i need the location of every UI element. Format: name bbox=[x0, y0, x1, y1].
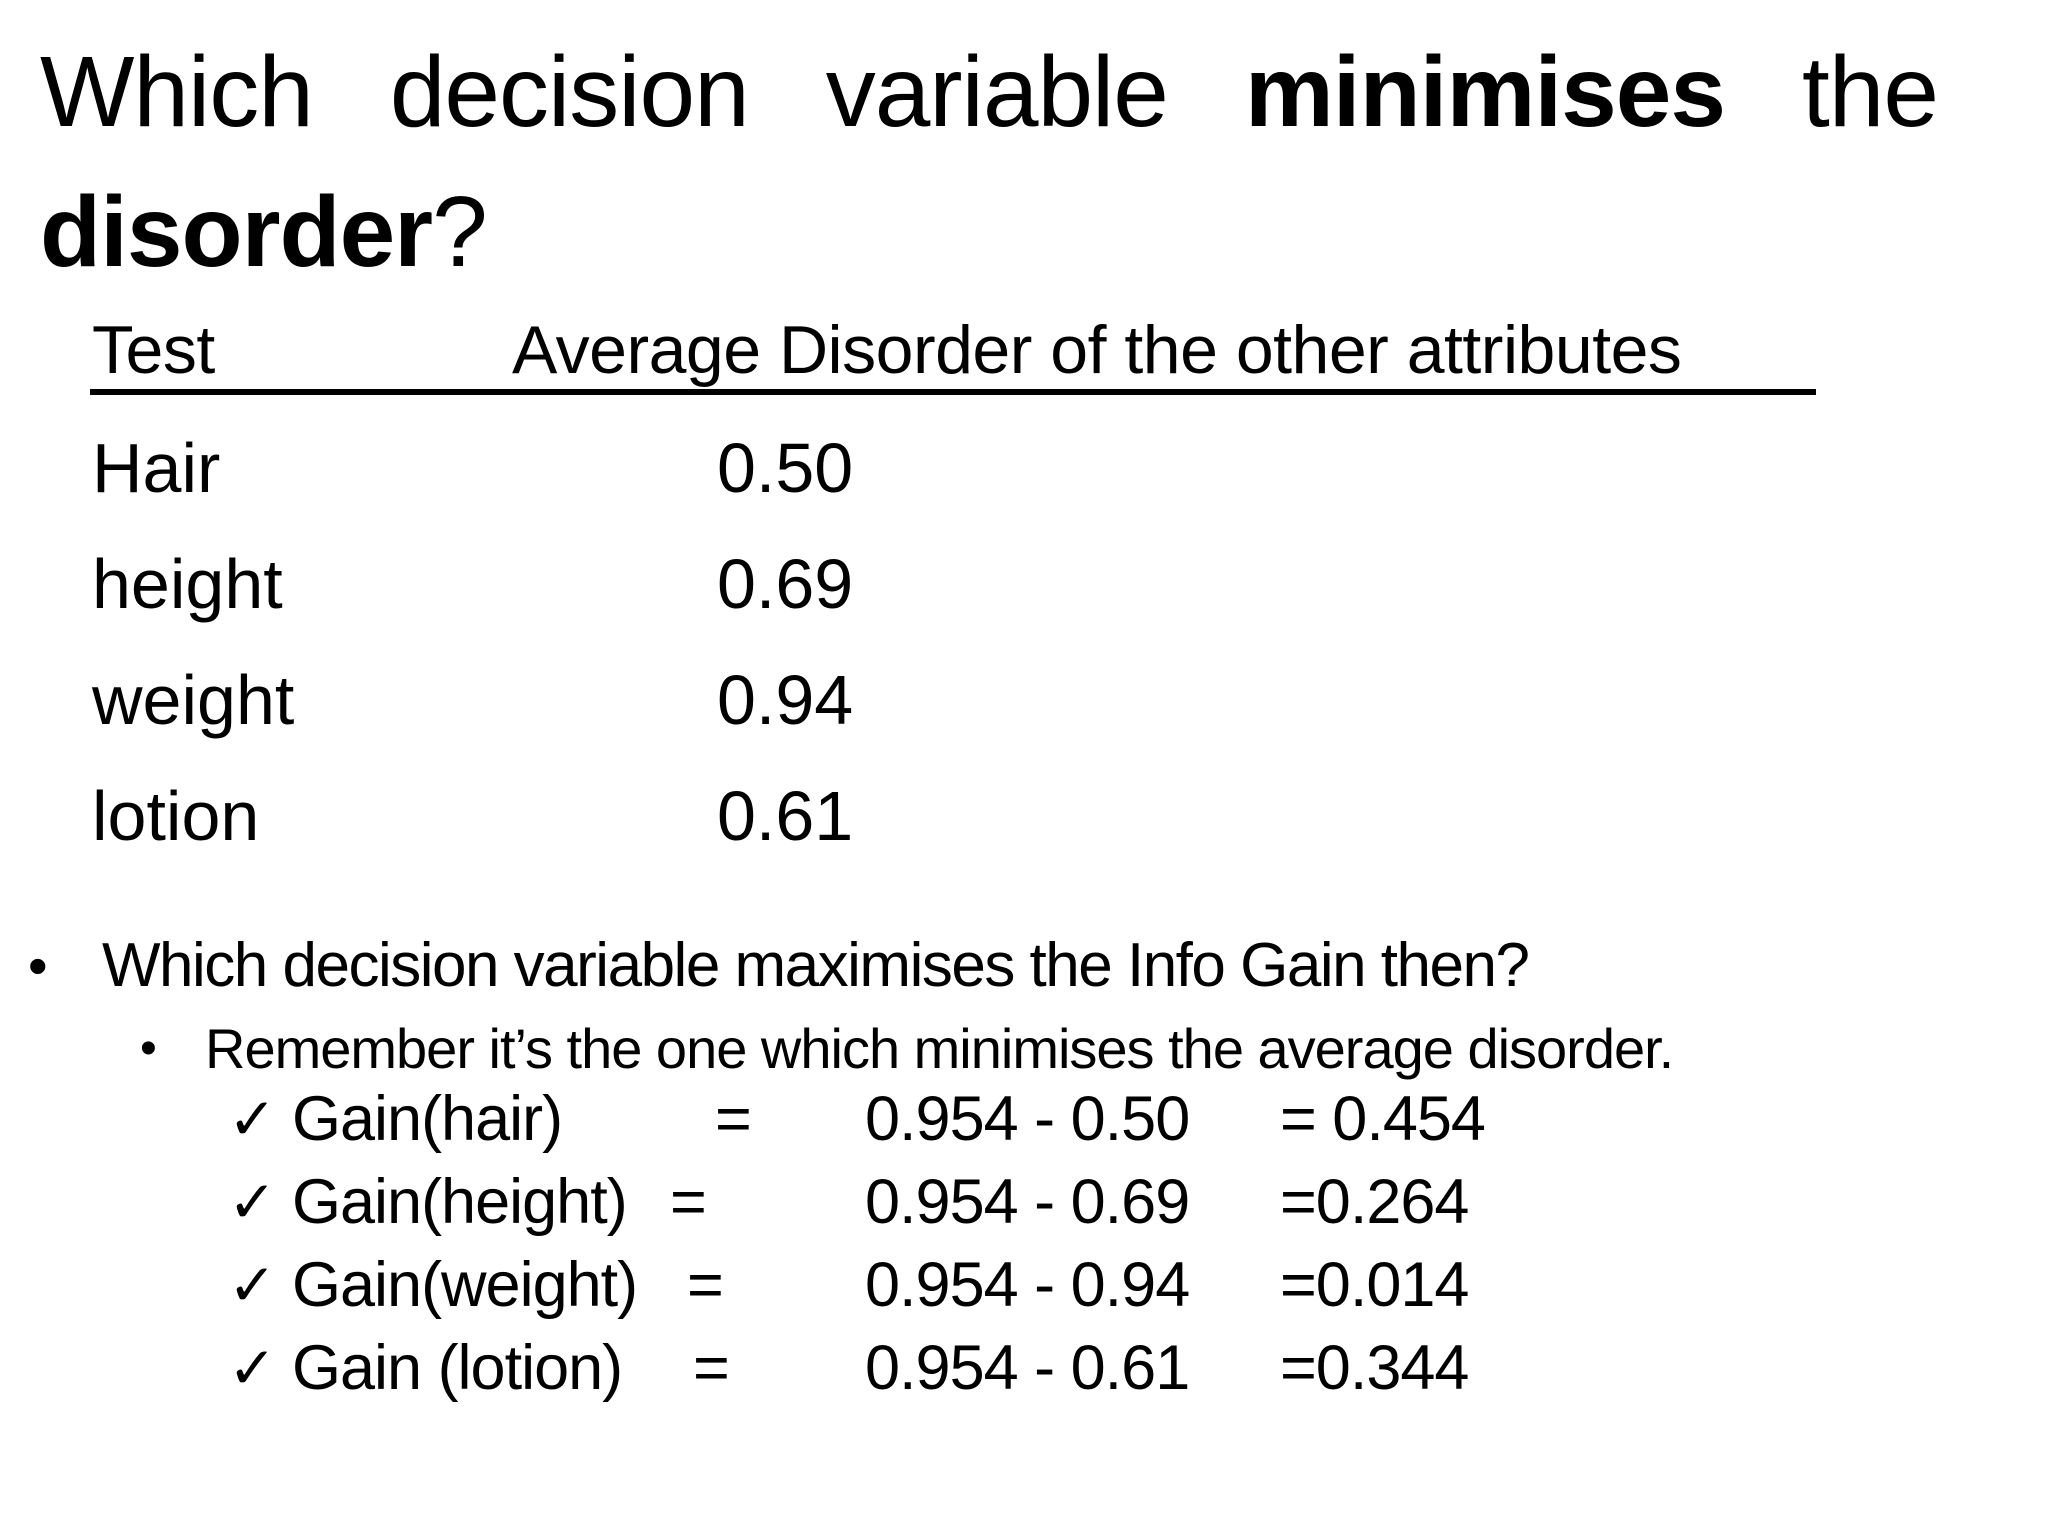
cell-test-name: weight bbox=[92, 661, 295, 739]
bullet-icon: • bbox=[140, 1022, 157, 1075]
table-row: lotion 0.61 bbox=[92, 758, 853, 874]
cell-test-name: height bbox=[92, 545, 283, 623]
gain-label: Gain(hair) bbox=[292, 1084, 563, 1154]
equals-sign: = bbox=[693, 1333, 730, 1403]
gain-row-height: ✓ Gain(height) = 0.954 - 0.69 =0.264 bbox=[228, 1161, 1485, 1244]
gain-label: Gain(height) bbox=[292, 1167, 628, 1237]
equals-sign: = bbox=[670, 1167, 707, 1237]
cell-disorder-value: 0.61 bbox=[717, 777, 854, 855]
cell-disorder-value: 0.69 bbox=[717, 545, 854, 623]
gain-row-lotion: ✓ Gain (lotion) = 0.954 - 0.61 =0.344 bbox=[228, 1327, 1485, 1410]
table-row: Hair 0.50 bbox=[92, 410, 853, 526]
gain-list: ✓ Gain(hair) = 0.954 - 0.50 = 0.454 ✓ Ga… bbox=[228, 1078, 1486, 1410]
cell-test-name: lotion bbox=[92, 777, 260, 855]
title-text: Which decision variable bbox=[40, 36, 1245, 148]
bullet-main-text: Which decision variable maximises the In… bbox=[102, 931, 1530, 1000]
gain-expression: 0.954 - 0.50 bbox=[865, 1084, 1190, 1154]
equals-sign: = bbox=[687, 1250, 724, 1320]
table-row: weight 0.94 bbox=[92, 642, 853, 758]
header-cell-average-disorder: Average Disorder of the other attributes bbox=[512, 312, 1682, 388]
page-title: Which decision variable minimises the di… bbox=[40, 22, 1939, 302]
gain-result: =0.344 bbox=[1280, 1333, 1469, 1403]
cell-disorder-value: 0.94 bbox=[717, 661, 854, 739]
gain-label: Gain (lotion) bbox=[292, 1333, 623, 1403]
title-text: the bbox=[1725, 36, 1939, 148]
title-line-1: Which decision variable minimises the bbox=[40, 22, 1939, 162]
gain-expression: 0.954 - 0.61 bbox=[865, 1333, 1190, 1403]
gain-expression: 0.954 - 0.69 bbox=[865, 1167, 1190, 1237]
bullet-sub-text: Remember it’s the one which minimises th… bbox=[205, 1017, 1674, 1080]
bullet-item-main: • Which decision variable maximises the … bbox=[28, 926, 1530, 1006]
table-row: height 0.69 bbox=[92, 526, 853, 642]
attribute-table: Hair 0.50 height 0.69 weight 0.94 lotion… bbox=[92, 410, 853, 874]
gain-row-weight: ✓ Gain(weight) = 0.954 - 0.94 =0.014 bbox=[228, 1244, 1485, 1327]
gain-result: =0.264 bbox=[1280, 1167, 1469, 1237]
gain-result: = 0.454 bbox=[1280, 1084, 1486, 1154]
cell-disorder-value: 0.50 bbox=[717, 429, 854, 507]
cell-test-name: Hair bbox=[92, 429, 221, 507]
gain-label: Gain(weight) bbox=[292, 1250, 638, 1320]
check-icon: ✓ bbox=[228, 1253, 277, 1318]
equals-sign: = bbox=[715, 1084, 752, 1154]
check-icon: ✓ bbox=[228, 1336, 277, 1401]
title-question-mark: ? bbox=[432, 176, 488, 288]
title-bold-minimises: minimises bbox=[1244, 36, 1726, 148]
check-icon: ✓ bbox=[228, 1170, 277, 1235]
bullet-icon: • bbox=[28, 934, 48, 997]
gain-row-hair: ✓ Gain(hair) = 0.954 - 0.50 = 0.454 bbox=[228, 1078, 1486, 1161]
gain-result: =0.014 bbox=[1280, 1250, 1469, 1320]
table-header-row: Test Average Disorder of the other attri… bbox=[90, 311, 1816, 395]
gain-expression: 0.954 - 0.94 bbox=[865, 1250, 1190, 1320]
title-line-2: disorder? bbox=[40, 162, 1938, 302]
title-bold-disorder: disorder bbox=[40, 176, 433, 288]
header-cell-test: Test bbox=[92, 312, 215, 388]
check-icon: ✓ bbox=[228, 1087, 277, 1152]
bullet-item-sub: • Remember it’s the one which minimises … bbox=[140, 1012, 1674, 1085]
